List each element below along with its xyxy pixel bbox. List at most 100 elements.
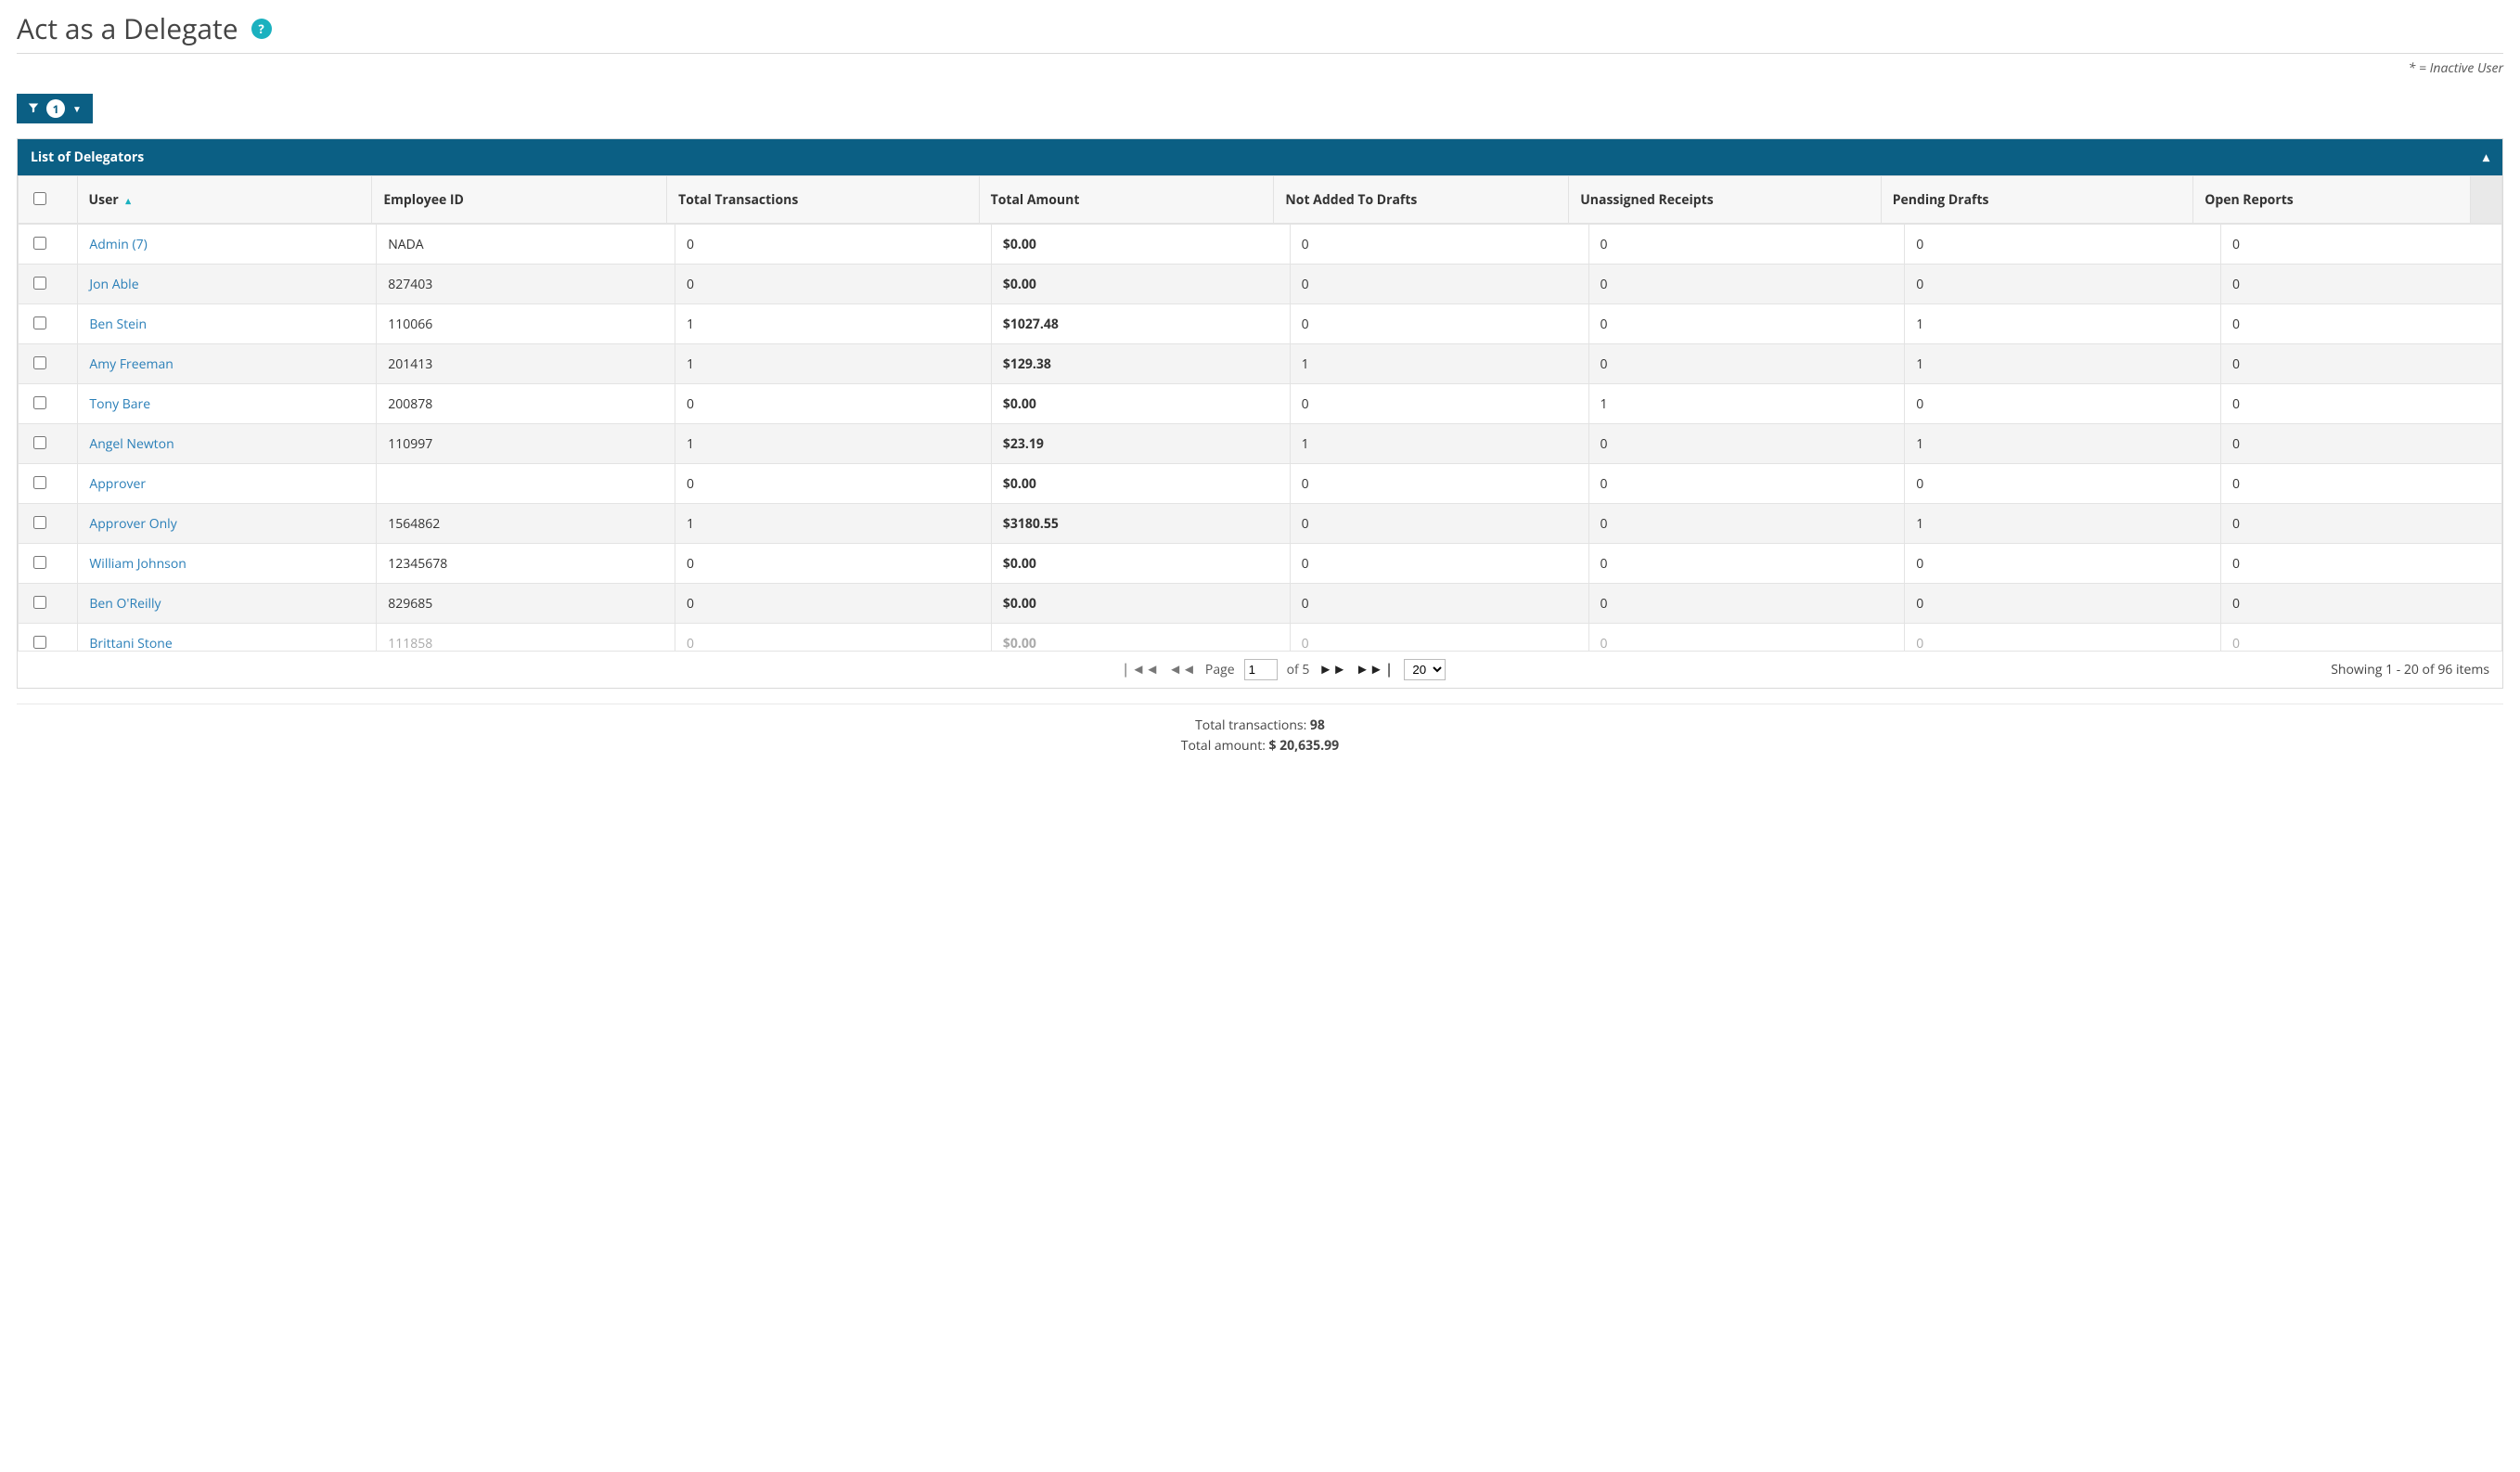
pager: ❘◄◄ ◄◄ Page of 5 ►► ►►❘ 20 Showing 1 - 2… [18, 651, 2502, 688]
col-open-reports[interactable]: Open Reports [2193, 176, 2471, 224]
row-select-checkbox[interactable] [33, 636, 46, 649]
cell-unassigned-receipts: 0 [1588, 624, 1905, 652]
row-select-checkbox[interactable] [33, 516, 46, 529]
row-select-cell [19, 424, 78, 464]
pager-summary: Showing 1 - 20 of 96 items [2331, 661, 2489, 678]
cell-user: Tony Bare [78, 384, 377, 424]
cell-total-amount: $0.00 [991, 225, 1290, 265]
cell-pending-drafts: 0 [1905, 225, 2221, 265]
table-row: Tony Bare2008780$0.000100 [19, 384, 2502, 424]
pager-page-input[interactable] [1244, 659, 1278, 680]
total-amount-label: Total amount: [1181, 737, 1266, 755]
row-select-checkbox[interactable] [33, 277, 46, 290]
row-select-checkbox[interactable] [33, 556, 46, 569]
col-unassigned-receipts[interactable]: Unassigned Receipts [1569, 176, 1881, 224]
col-pending-drafts[interactable]: Pending Drafts [1881, 176, 2192, 224]
user-link[interactable]: Approver [89, 475, 146, 493]
row-select-cell [19, 344, 78, 384]
cell-employee-id: 200878 [377, 384, 675, 424]
cell-total-transactions: 0 [675, 384, 992, 424]
cell-pending-drafts: 1 [1905, 504, 2221, 544]
cell-open-reports: 0 [2221, 384, 2502, 424]
cell-total-transactions: 1 [675, 504, 992, 544]
cell-open-reports: 0 [2221, 504, 2502, 544]
col-total-transactions[interactable]: Total Transactions [667, 176, 979, 224]
cell-pending-drafts: 1 [1905, 304, 2221, 344]
cell-total-transactions: 0 [675, 225, 992, 265]
totals-block: Total transactions: 98 Total amount: $ 2… [17, 704, 2503, 757]
row-select-checkbox[interactable] [33, 596, 46, 609]
cell-user: William Johnson [78, 544, 377, 584]
col-user-label: User [89, 191, 119, 209]
cell-pending-drafts: 0 [1905, 464, 2221, 504]
panel-header[interactable]: List of Delegators ▴ [18, 139, 2502, 175]
cell-employee-id: NADA [377, 225, 675, 265]
col-not-added-to-drafts[interactable]: Not Added To Drafts [1274, 176, 1569, 224]
cell-employee-id [377, 464, 675, 504]
help-icon[interactable]: ? [251, 19, 272, 39]
row-select-checkbox[interactable] [33, 396, 46, 409]
cell-total-transactions: 0 [675, 584, 992, 624]
row-select-cell [19, 504, 78, 544]
user-link[interactable]: Admin (7) [89, 236, 147, 253]
scrollbar-gutter [2471, 176, 2502, 224]
row-select-cell [19, 544, 78, 584]
cell-user: Amy Freeman [78, 344, 377, 384]
row-select-cell [19, 464, 78, 504]
cell-total-amount: $3180.55 [991, 504, 1290, 544]
select-all-checkbox[interactable] [33, 192, 46, 205]
cell-unassigned-receipts: 0 [1588, 344, 1905, 384]
row-select-cell [19, 624, 78, 652]
caret-down-icon: ▼ [72, 102, 82, 115]
cell-not-added-to-drafts: 0 [1290, 225, 1588, 265]
row-select-checkbox[interactable] [33, 436, 46, 449]
cell-pending-drafts: 0 [1905, 584, 2221, 624]
cell-total-transactions: 0 [675, 544, 992, 584]
table-row: Approver0$0.000000 [19, 464, 2502, 504]
cell-total-transactions: 0 [675, 624, 992, 652]
user-link[interactable]: Angel Newton [89, 435, 174, 453]
row-select-checkbox[interactable] [33, 476, 46, 489]
row-select-cell [19, 584, 78, 624]
user-link[interactable]: Ben O'Reilly [89, 595, 161, 613]
user-link[interactable]: Ben Stein [89, 316, 147, 333]
filter-button[interactable]: 1 ▼ [17, 94, 93, 123]
table-scroll-area[interactable]: Admin (7)NADA0$0.000000Jon Able8274030$0… [18, 224, 2502, 651]
cell-open-reports: 0 [2221, 304, 2502, 344]
user-link[interactable]: Jon Able [89, 276, 138, 293]
user-link[interactable]: Approver Only [89, 515, 176, 533]
row-select-cell [19, 304, 78, 344]
col-user[interactable]: User ▴ [77, 176, 372, 224]
cell-user: Approver Only [78, 504, 377, 544]
row-select-checkbox[interactable] [33, 316, 46, 329]
pager-prev-button[interactable]: ◄◄ [1168, 663, 1196, 677]
row-select-checkbox[interactable] [33, 237, 46, 250]
cell-pending-drafts: 0 [1905, 265, 2221, 304]
cell-open-reports: 0 [2221, 584, 2502, 624]
user-link[interactable]: Brittani Stone [89, 635, 172, 652]
cell-unassigned-receipts: 0 [1588, 504, 1905, 544]
pager-first-button[interactable]: ❘◄◄ [1120, 663, 1159, 677]
cell-open-reports: 0 [2221, 225, 2502, 265]
user-link[interactable]: Tony Bare [89, 395, 150, 413]
pager-next-button[interactable]: ►► [1318, 663, 1346, 677]
pager-page-label: Page [1205, 661, 1235, 678]
col-employee-id[interactable]: Employee ID [372, 176, 667, 224]
user-link[interactable]: Amy Freeman [89, 355, 173, 373]
pager-pagesize-select[interactable]: 20 [1404, 659, 1446, 680]
cell-total-transactions: 1 [675, 304, 992, 344]
cell-unassigned-receipts: 0 [1588, 225, 1905, 265]
cell-open-reports: 0 [2221, 624, 2502, 652]
cell-employee-id: 1564862 [377, 504, 675, 544]
row-select-cell [19, 265, 78, 304]
row-select-checkbox[interactable] [33, 356, 46, 369]
total-transactions-value: 98 [1310, 717, 1325, 734]
user-link[interactable]: William Johnson [89, 555, 186, 573]
cell-unassigned-receipts: 0 [1588, 304, 1905, 344]
col-total-amount[interactable]: Total Amount [979, 176, 1274, 224]
pager-last-button[interactable]: ►►❘ [1356, 663, 1395, 677]
cell-not-added-to-drafts: 0 [1290, 384, 1588, 424]
cell-not-added-to-drafts: 0 [1290, 584, 1588, 624]
cell-total-amount: $0.00 [991, 265, 1290, 304]
cell-not-added-to-drafts: 0 [1290, 504, 1588, 544]
